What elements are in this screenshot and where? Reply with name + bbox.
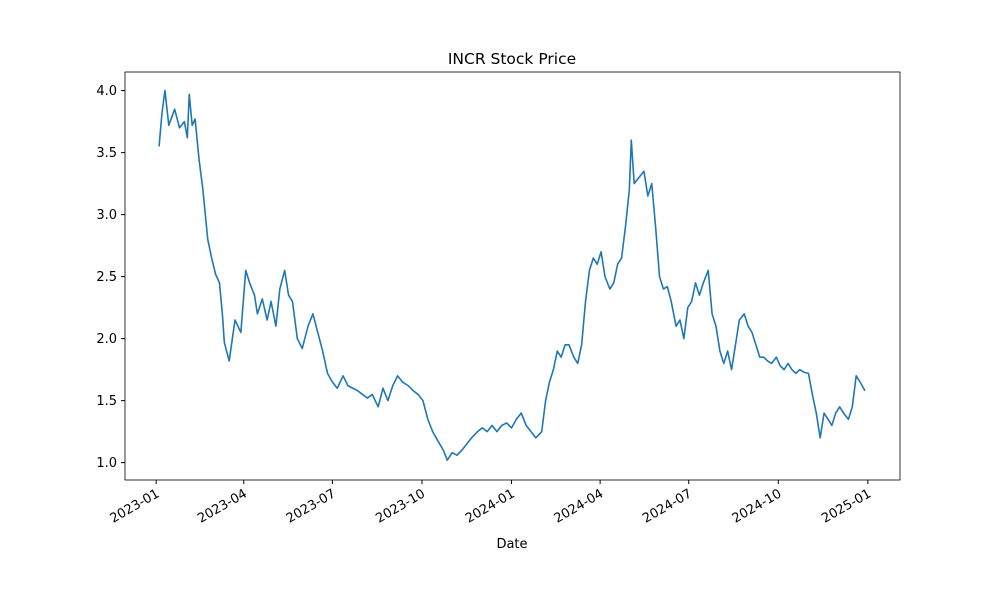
y-tick-label: 2.0 — [96, 332, 117, 347]
x-axis-label: Date — [496, 537, 527, 552]
y-tick-label: 2.5 — [96, 270, 117, 285]
plot-frame — [124, 71, 901, 481]
y-tick-label: 3.0 — [96, 208, 117, 223]
price-line — [158, 89, 866, 461]
y-tick-label: 1.5 — [96, 394, 117, 409]
chart-title: INCR Stock Price — [448, 50, 576, 68]
y-tick-label: 4.0 — [96, 84, 117, 99]
y-tick-label: 3.5 — [96, 146, 117, 161]
y-tick-label: 1.0 — [96, 456, 117, 471]
